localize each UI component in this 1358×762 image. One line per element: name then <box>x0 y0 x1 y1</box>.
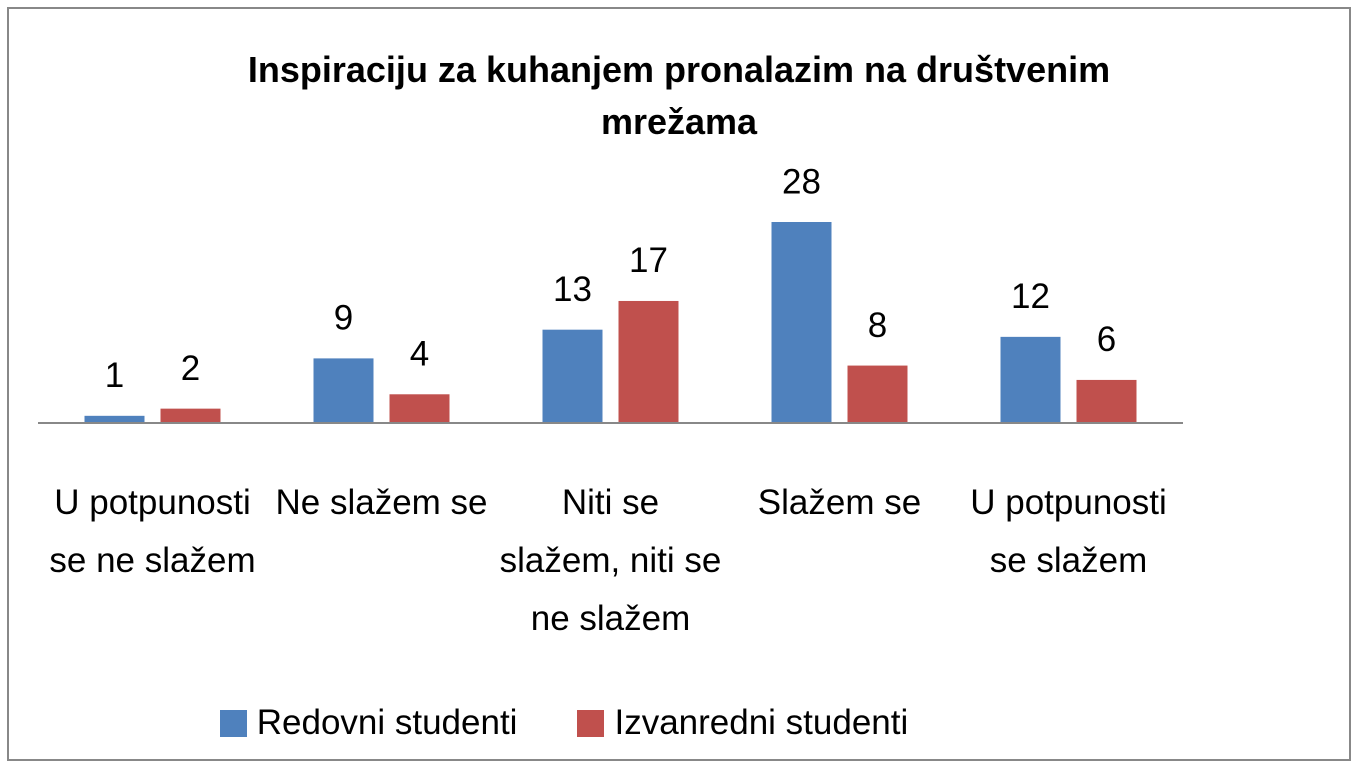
bar <box>313 358 374 423</box>
data-label: 2 <box>181 349 200 388</box>
x-tick-label: U potpunosti se slažem <box>970 483 1167 580</box>
data-label: 17 <box>629 241 668 280</box>
x-tick-label: Ne slažem se <box>275 483 488 522</box>
bar <box>847 365 908 423</box>
legend-item: Redovni studenti <box>219 703 518 743</box>
bar <box>389 394 450 423</box>
x-tick-label: Niti se slažem, niti se ne slažem <box>499 483 722 638</box>
bar <box>1000 336 1061 423</box>
x-tick-label: Slažem se <box>757 483 922 522</box>
legend-swatch <box>219 709 247 737</box>
legend: Redovni studenti Izvanredni studenti <box>0 703 1358 743</box>
data-label: 28 <box>782 162 821 201</box>
data-label: 4 <box>410 335 429 374</box>
legend-label: Redovni studenti <box>256 703 518 742</box>
data-label: 13 <box>553 270 592 309</box>
x-tick-label: U potpunosti se ne slažem <box>49 483 256 580</box>
bar <box>160 408 221 423</box>
bar <box>618 300 679 423</box>
data-label: 8 <box>868 306 887 345</box>
data-label: 9 <box>334 299 353 338</box>
legend-item: Izvanredni studenti <box>577 703 908 743</box>
data-label: 1 <box>105 356 124 395</box>
data-label: 6 <box>1097 320 1116 359</box>
legend-label: Izvanredni studenti <box>614 703 909 742</box>
legend-swatch <box>577 709 605 737</box>
bar <box>542 329 603 423</box>
bar <box>84 415 145 423</box>
chart-title: Inspiraciju za kuhanjem pronalazim na dr… <box>247 49 1111 142</box>
bar <box>771 222 832 423</box>
chart-frame <box>7 7 1351 761</box>
bar <box>1076 379 1137 423</box>
data-label: 12 <box>1011 277 1050 316</box>
